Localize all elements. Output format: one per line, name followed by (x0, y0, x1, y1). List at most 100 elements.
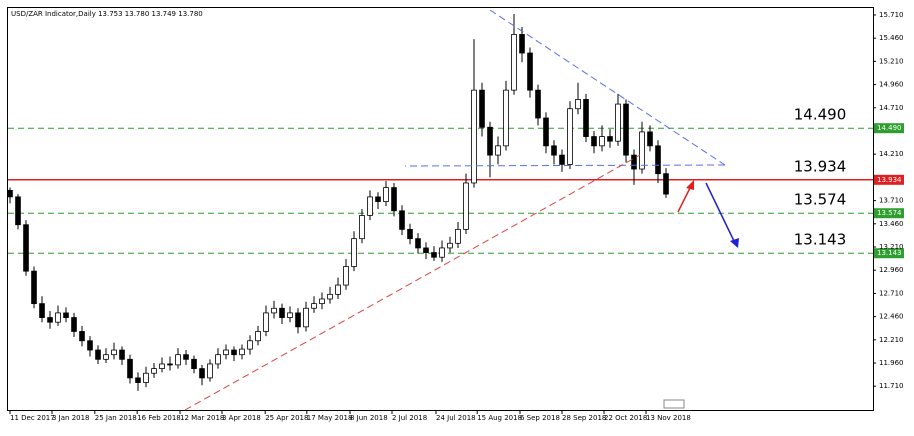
level-axis-label: 13.934 (877, 176, 902, 184)
candle-body (31, 270, 37, 305)
candle-body (191, 358, 197, 370)
level-axis-label: 14.490 (877, 124, 902, 132)
trend-line (184, 154, 641, 411)
candle-body (487, 126, 493, 156)
candle-body (71, 317, 77, 332)
candle-body (367, 196, 373, 216)
level-axis-label: 13.574 (877, 209, 902, 217)
candle-body (591, 136, 597, 147)
level-label: 13.143 (794, 231, 847, 249)
x-tick-label: 16 Feb 2018 (137, 414, 181, 422)
candle-body (119, 349, 125, 360)
x-tick-label: 13 Nov 2018 (646, 414, 691, 422)
candle-body (335, 284, 341, 295)
candle-body (207, 363, 213, 379)
level-label: 13.934 (794, 157, 847, 175)
candle-body (175, 354, 181, 366)
candle-body (47, 317, 53, 323)
chart-title: USD/ZAR Indicator,Daily 13.753 13.780 13… (11, 10, 203, 18)
candle-body (279, 307, 285, 318)
y-tick-label: 12.710 (879, 289, 904, 297)
candle-body (303, 307, 309, 328)
candle-body (519, 34, 525, 54)
candle-body (623, 103, 629, 156)
x-tick-label: 28 Sep 2018 (562, 414, 606, 422)
candle-body (439, 247, 445, 258)
x-tick-label: 17 May 2018 (307, 414, 353, 422)
x-tick-label: 22 Oct 2018 (604, 414, 647, 422)
candle-body (127, 358, 133, 379)
candle-body (599, 136, 605, 147)
candle-body (607, 136, 613, 142)
y-tick-label: 12.960 (879, 266, 904, 274)
y-tick-label: 15.210 (879, 57, 904, 65)
candle-body (383, 187, 389, 202)
candle-body (631, 154, 637, 170)
candle-body (343, 266, 349, 286)
candle-body (135, 377, 141, 383)
y-tick-label: 14.210 (879, 150, 904, 158)
levels: 14.490 14.490 13.934 13.934 13.574 13.574 13.1… (8, 106, 904, 259)
candle-body (423, 247, 429, 253)
candle-body (543, 117, 549, 147)
candle-body (399, 210, 405, 230)
x-tick-label: 3 Apr 2018 (222, 414, 261, 422)
y-tick-label: 13.210 (879, 243, 904, 251)
candle-body (239, 348, 245, 356)
candle-body (23, 224, 29, 272)
level-marker (874, 248, 904, 259)
candle-body (575, 99, 581, 110)
candle-body (39, 303, 45, 318)
candle-body (103, 354, 109, 360)
candle-body (351, 238, 357, 267)
candle-body (567, 108, 573, 165)
arrow (705, 182, 735, 242)
candle-body (151, 368, 157, 374)
candle-body (551, 145, 557, 156)
x-tick-label: 11 Dec 2017 (10, 414, 55, 422)
candle-body (215, 354, 221, 365)
candle-body (247, 340, 253, 350)
x-tick-label: 25 Apr 2018 (265, 414, 308, 422)
candle-body (463, 182, 469, 230)
candle-body (407, 228, 413, 240)
candle-body (511, 34, 517, 91)
y-tick-label: 13.710 (879, 197, 904, 205)
x-tick-label: 8 Jun 2018 (350, 414, 388, 422)
candle-body (327, 293, 333, 300)
y-tick-label: 14.960 (879, 81, 904, 89)
x-tick-label: 25 Jan 2018 (95, 414, 137, 422)
y-tick-label: 11.960 (879, 359, 904, 367)
y-tick-label: 15.710 (879, 11, 904, 19)
candle-body (391, 187, 397, 212)
candle-body (471, 89, 477, 184)
candle-body (455, 228, 461, 244)
candle-body (199, 368, 205, 379)
y-tick-label: 12.210 (879, 336, 904, 344)
arrow-head (730, 238, 739, 248)
candle-body (375, 196, 381, 202)
trend-line (404, 164, 726, 167)
x-tick-label: 12 Mar 2018 (180, 414, 224, 422)
candle-body (159, 363, 165, 370)
x-tick-label: 24 Jul 2018 (436, 414, 476, 422)
candle-body (615, 103, 621, 142)
candle-body (503, 89, 509, 147)
candle-body (95, 349, 101, 360)
candle-body (663, 173, 669, 195)
y-tick-label: 15.460 (879, 34, 904, 42)
candle-body (55, 312, 61, 323)
x-tick-label: 3 Jan 2018 (52, 414, 90, 422)
candle-body (79, 331, 85, 342)
candle-body (167, 363, 173, 366)
candle-body (431, 252, 437, 258)
x-tick-label: 6 Sep 2018 (520, 414, 560, 422)
candle-body (479, 89, 485, 128)
candle-body (359, 215, 365, 240)
candle-body (271, 307, 277, 314)
arrow-head (686, 180, 694, 190)
y-tick-label: 14.710 (879, 104, 904, 112)
candle-body (7, 189, 13, 198)
candle-body (495, 145, 501, 156)
candle-body (311, 303, 317, 309)
